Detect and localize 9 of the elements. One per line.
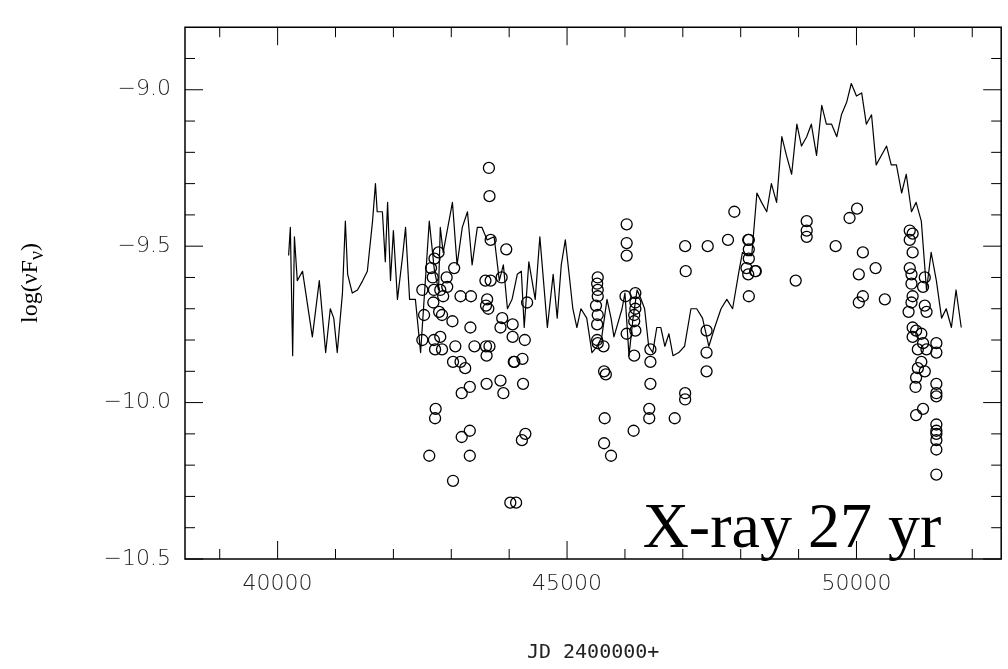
y-tick-label: −9.0 [117,75,171,101]
x-axis-title: JD 2400000+ [526,639,660,664]
y-tick-label: −10.5 [103,544,171,570]
x-tick-label: 40000 [242,569,313,595]
y-tick-label: −10.0 [103,388,171,414]
x-tick-label: 50000 [821,569,892,595]
annotation: X-ray 27 yr [642,490,942,561]
y-tick-label: −9.5 [117,231,171,257]
x-tick-label: 45000 [532,569,603,595]
